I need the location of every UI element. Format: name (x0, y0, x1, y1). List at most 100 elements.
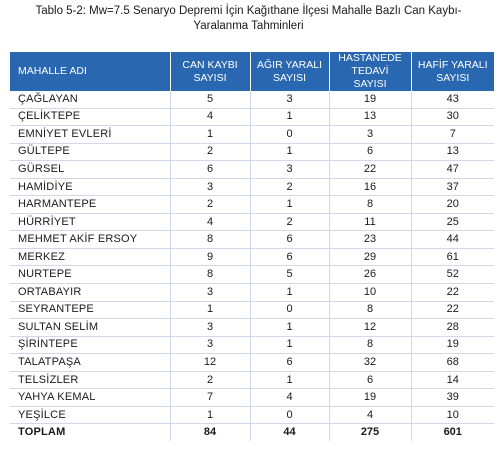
cell-can-kaybi: 2 (170, 143, 251, 162)
cell-hastanede-tedavi: 8 (329, 336, 412, 355)
cell-agir-yarali: 1 (250, 195, 330, 214)
total-row: TOPLAM 84 44 275 601 (10, 423, 494, 441)
cell-hastanede-tedavi: 3 (329, 125, 412, 144)
cell-hafif-yarali: 25 (411, 213, 494, 232)
total-agir-yarali: 44 (250, 423, 330, 441)
table-body: ÇAĞLAYAN 5 3 19 43 ÇELİKTEPE 4 1 13 30 E… (10, 91, 494, 441)
cell-hafif-yarali: 68 (411, 353, 494, 372)
cell-hafif-yarali: 61 (411, 248, 494, 267)
cell-can-kaybi: 2 (170, 371, 251, 390)
cell-can-kaybi: 2 (170, 195, 251, 214)
cell-hafif-yarali: 30 (411, 108, 494, 127)
cell-mahalle: MERKEZ (10, 248, 171, 267)
cell-mahalle: ÇELİKTEPE (10, 108, 171, 127)
cell-can-kaybi: 12 (170, 353, 251, 372)
table-row: MEHMET AKİF ERSOY 8 6 23 44 (10, 230, 494, 249)
cell-agir-yarali: 1 (250, 283, 330, 302)
total-label: TOPLAM (10, 423, 171, 441)
total-hafif-yarali: 601 (411, 423, 494, 441)
table-row: GÜRSEL 6 3 22 47 (10, 160, 494, 179)
header-hastanede-tedavi: HASTANEDE TEDAVİ SAYISI (329, 52, 412, 91)
cell-hafif-yarali: 28 (411, 318, 494, 337)
cell-hafif-yarali: 7 (411, 125, 494, 144)
caption-line-1: Tablo 5-2: Mw=7.5 Senaryo Depremi İçin K… (35, 5, 462, 17)
cell-hafif-yarali: 14 (411, 371, 494, 390)
cell-hastanede-tedavi: 32 (329, 353, 412, 372)
cell-agir-yarali: 0 (250, 301, 330, 320)
cell-agir-yarali: 3 (250, 91, 330, 109)
cell-agir-yarali: 1 (250, 108, 330, 127)
cell-agir-yarali: 6 (250, 230, 330, 249)
cell-hafif-yarali: 52 (411, 265, 494, 285)
cell-hastanede-tedavi: 6 (329, 371, 412, 390)
table-row: MERKEZ 9 6 29 61 (10, 248, 494, 267)
cell-hafif-yarali: 13 (411, 143, 494, 162)
table-row: HAMİDİYE 3 2 16 37 (10, 178, 494, 197)
cell-hastanede-tedavi: 12 (329, 318, 412, 337)
table-row: YEŞİLCE 1 0 4 10 (10, 406, 494, 425)
cell-mahalle: YEŞİLCE (10, 406, 171, 425)
cell-agir-yarali: 1 (250, 318, 330, 337)
cell-can-kaybi: 3 (170, 283, 251, 302)
cell-hafif-yarali: 47 (411, 160, 494, 179)
cell-agir-yarali: 1 (250, 336, 330, 355)
cell-agir-yarali: 3 (250, 160, 330, 179)
cell-mahalle: SULTAN SELİM (10, 318, 171, 337)
table-row: TALATPAŞA 12 6 32 68 (10, 353, 494, 372)
cell-hafif-yarali: 37 (411, 178, 494, 197)
cell-hastanede-tedavi: 26 (329, 265, 412, 285)
table-row: ŞİRİNTEPE 3 1 8 19 (10, 336, 494, 355)
cell-can-kaybi: 4 (170, 108, 251, 127)
cell-can-kaybi: 1 (170, 406, 251, 425)
cell-mahalle: NURTEPE (10, 265, 171, 285)
table-caption: Tablo 5-2: Mw=7.5 Senaryo Depremi İçin K… (0, 4, 497, 34)
cell-mahalle: EMNİYET EVLERİ (10, 125, 171, 144)
table-row: ORTABAYIR 3 1 10 22 (10, 283, 494, 302)
cell-hastanede-tedavi: 23 (329, 230, 412, 249)
cell-hastanede-tedavi: 13 (329, 108, 412, 127)
table-row: SULTAN SELİM 3 1 12 28 (10, 318, 494, 337)
header-mahalle-adi: MAHALLE ADI (10, 52, 171, 91)
cell-hafif-yarali: 22 (411, 283, 494, 302)
cell-hastanede-tedavi: 10 (329, 283, 412, 302)
cell-hastanede-tedavi: 4 (329, 406, 412, 425)
header-hafif-yarali: HAFİF YARALI SAYISI (411, 52, 494, 91)
cell-agir-yarali: 0 (250, 125, 330, 144)
cell-mahalle: HAMİDİYE (10, 178, 171, 197)
cell-agir-yarali: 6 (250, 248, 330, 267)
header-agir-yarali: AĞIR YARALI SAYISI (250, 52, 330, 91)
cell-mahalle: HÜRRİYET (10, 213, 171, 232)
total-hastanede-tedavi: 275 (329, 423, 412, 441)
table-row: NURTEPE 8 5 26 52 (10, 265, 494, 285)
table-row: ÇELİKTEPE 4 1 13 30 (10, 108, 494, 127)
cell-hastanede-tedavi: 29 (329, 248, 412, 267)
cell-mahalle: TELSİZLER (10, 371, 171, 390)
cell-mahalle: ORTABAYIR (10, 283, 171, 302)
table-row: SEYRANTEPE 1 0 8 22 (10, 301, 494, 320)
cell-hafif-yarali: 20 (411, 195, 494, 214)
cell-agir-yarali: 5 (250, 265, 330, 285)
cell-hastanede-tedavi: 8 (329, 195, 412, 214)
table-row: TELSİZLER 2 1 6 14 (10, 371, 494, 390)
cell-hafif-yarali: 44 (411, 230, 494, 249)
cell-agir-yarali: 2 (250, 178, 330, 197)
cell-can-kaybi: 9 (170, 248, 251, 267)
cell-mahalle: SEYRANTEPE (10, 301, 171, 320)
table-row: GÜLTEPE 2 1 6 13 (10, 143, 494, 162)
cell-can-kaybi: 4 (170, 213, 251, 232)
cell-agir-yarali: 6 (250, 353, 330, 372)
cell-mahalle: GÜLTEPE (10, 143, 171, 162)
table-row: ÇAĞLAYAN 5 3 19 43 (10, 91, 494, 109)
cell-hastanede-tedavi: 8 (329, 301, 412, 320)
table-header: MAHALLE ADI CAN KAYBI SAYISI AĞIR YARALI… (10, 52, 494, 91)
cell-hastanede-tedavi: 19 (329, 91, 412, 109)
cell-hastanede-tedavi: 16 (329, 178, 412, 197)
header-can-kaybi: CAN KAYBI SAYISI (170, 52, 251, 91)
cell-mahalle: HARMANTEPE (10, 195, 171, 214)
cell-can-kaybi: 8 (170, 265, 251, 285)
cell-mahalle: GÜRSEL (10, 160, 171, 179)
cell-mahalle: MEHMET AKİF ERSOY (10, 230, 171, 249)
cell-agir-yarali: 2 (250, 213, 330, 232)
cell-agir-yarali: 0 (250, 406, 330, 425)
cell-hafif-yarali: 10 (411, 406, 494, 425)
